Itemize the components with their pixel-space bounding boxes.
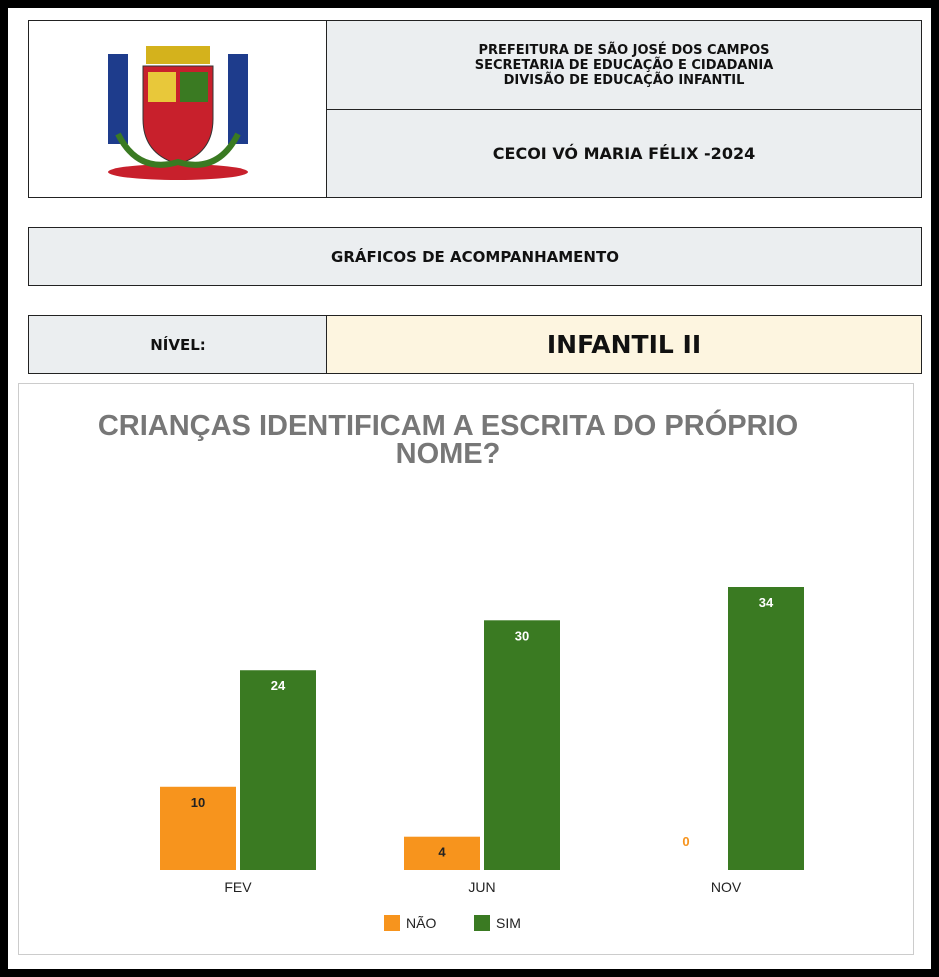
bar xyxy=(160,786,236,870)
logo-cell xyxy=(28,20,328,198)
value-label: 24 xyxy=(271,678,286,693)
chart-title-line: CRIANÇAS IDENTIFICAM A ESCRITA DO PRÓPRI… xyxy=(98,408,798,442)
value-label: 10 xyxy=(191,795,205,810)
level-value: INFANTIL II xyxy=(326,315,922,374)
header-line: DIVISÃO DE EDUCAÇÃO INFANTIL xyxy=(503,73,745,88)
header-line: SECRETARIA DE EDUCAÇÃO E CIDADANIA xyxy=(474,58,774,73)
section-title: GRÁFICOS DE ACOMPANHAMENTO xyxy=(28,227,922,286)
legend-swatch xyxy=(384,915,400,931)
bar xyxy=(484,620,560,870)
level-label: NÍVEL: xyxy=(28,315,328,374)
header-line: PREFEITURA DE SÃO JOSÉ DOS CAMPOS xyxy=(478,43,770,58)
bar xyxy=(404,836,480,870)
legend-swatch xyxy=(474,915,490,931)
bar xyxy=(728,587,804,870)
chart-title-line: NOME? xyxy=(396,438,501,470)
logo xyxy=(108,46,248,180)
x-tick-label: JUN xyxy=(468,879,495,895)
bar xyxy=(240,670,316,870)
legend-label: NÃO xyxy=(406,915,436,931)
x-tick-label: NOV xyxy=(711,879,742,895)
chart-title: CRIANÇAS IDENTIFICAM A ESCRITA DO PRÓPRI… xyxy=(98,408,798,470)
value-label: 30 xyxy=(515,628,529,643)
value-label: 4 xyxy=(438,845,446,860)
school: CECOI VÓ MARIA FÉLIX -2024 xyxy=(326,109,922,198)
page: PREFEITURA DE SÃO JOSÉ DOS CAMPOS SECRET… xyxy=(8,8,931,969)
value-label: 34 xyxy=(759,595,774,610)
value-label: 0 xyxy=(682,834,689,849)
header-lines: PREFEITURA DE SÃO JOSÉ DOS CAMPOS SECRET… xyxy=(326,20,922,111)
chart: CRIANÇAS IDENTIFICAM A ESCRITA DO PRÓPRI… xyxy=(18,383,914,955)
legend-label: SIM xyxy=(496,915,521,931)
x-tick-label: FEV xyxy=(224,879,252,895)
